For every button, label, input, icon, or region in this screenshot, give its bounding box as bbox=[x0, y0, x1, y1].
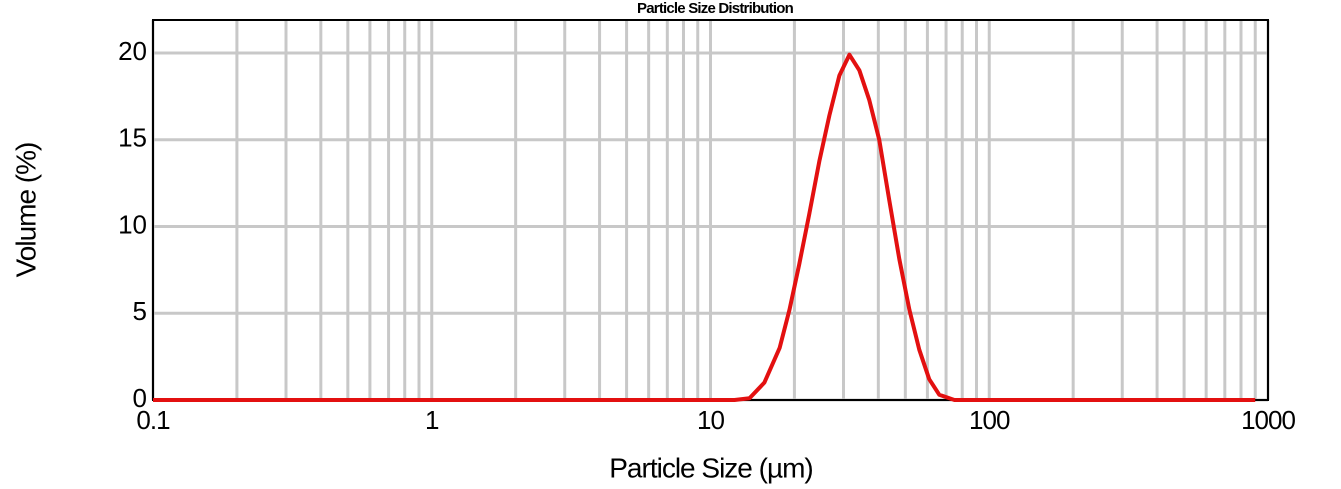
chart-title: Particle Size Distribution bbox=[637, 0, 794, 17]
x-tick-label: 0.1 bbox=[136, 405, 170, 435]
y-tick-label: 10 bbox=[118, 209, 147, 239]
y-tick-label: 5 bbox=[133, 296, 147, 326]
y-tick-label: 20 bbox=[118, 36, 147, 66]
y-tick-label: 15 bbox=[118, 123, 147, 153]
data-line bbox=[153, 52, 1256, 402]
x-tick-label: 100 bbox=[969, 405, 1010, 435]
x-tick-label: 10 bbox=[697, 405, 724, 435]
x-axis-label: Particle Size (µm) bbox=[609, 452, 813, 483]
x-tick-label: 1 bbox=[425, 405, 439, 435]
y-axis-label: Volume (%) bbox=[10, 143, 41, 278]
x-tick-label: 1000 bbox=[1241, 405, 1295, 435]
y-tick-label: 0 bbox=[133, 383, 147, 413]
